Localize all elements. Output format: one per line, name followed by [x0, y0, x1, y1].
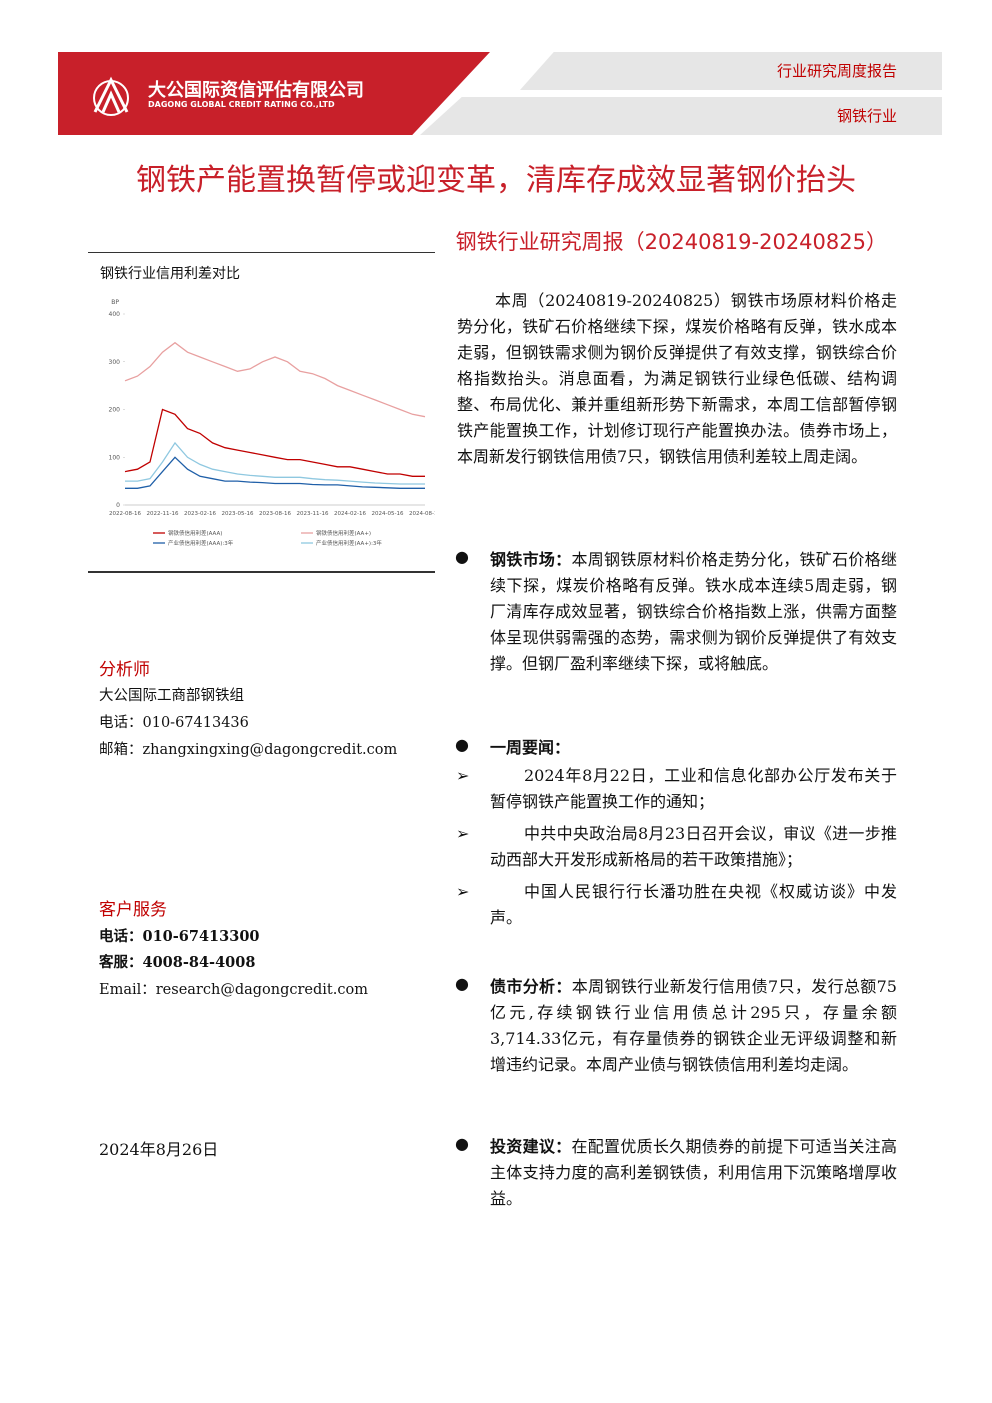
contact: 客服：4008-84-4008	[99, 954, 256, 971]
x-tick-label: 2024-02-16	[334, 511, 366, 517]
logo	[93, 76, 129, 116]
y-axis-label: BP	[111, 299, 119, 306]
bullet-text: 一周要闻： 2024年8月22日，工业和信息化部办公厅发布关于暂停钢铁产能置换工…	[456, 735, 897, 931]
y-tick-label: 200	[109, 407, 121, 414]
y-tick-label: 400	[109, 311, 121, 318]
news-item: 中国人民银行行长潘功胜在央视《权威访谈》中发声。	[456, 879, 897, 931]
bullet-text: 钢铁市场：本周钢铁原材料价格走势分化，铁矿石价格继续下探，煤炭价格略有反弹。铁水…	[490, 547, 897, 677]
news-item: 2024年8月22日，工业和信息化部办公厅发布关于暂停钢铁产能置换工作的通知；	[456, 763, 897, 815]
x-tick-label: 2023-05-16	[222, 511, 254, 517]
header-bar	[58, 52, 490, 135]
x-tick-label: 2023-08-16	[259, 511, 291, 517]
bullet-lead: 一周要闻：	[490, 738, 571, 757]
contact: 电话：010-67413436	[99, 715, 249, 731]
contact: Email：research@dagongcredit.com	[99, 982, 368, 998]
summary: 本周（20240819-20240825）钢铁市场原材料价格走势分化，铁矿石价格…	[457, 291, 897, 466]
industry: 钢铁行业	[420, 97, 942, 135]
company-name-en: DAGONG GLOBAL CREDIT RATING CO.,LTD	[148, 100, 335, 109]
series-line	[124, 408, 425, 477]
date: 2024年8月26日	[99, 1140, 219, 1159]
figure-caption: 钢铁行业信用利差对比	[100, 266, 240, 282]
bullet-text: 债市分析：本周钢铁行业新发行信用债7只，发行总额75亿元,存续钢铁行业信用债总计…	[490, 974, 897, 1078]
bullet-body: 在配置优质长久期债券的前提下可适当关注高主体支持力度的高利差钢铁债，利用信用下沉…	[490, 1137, 897, 1208]
title: 钢铁产能置换暂停或迎变革，清库存成效显著钢价抬头	[136, 163, 856, 198]
bullet-body: 本周钢铁行业新发行信用债7只，发行总额75亿元,存续钢铁行业信用债总计295只，…	[490, 977, 897, 1074]
x-tick-label: 2024-08-16	[409, 511, 435, 517]
contact: 大公国际工商部钢铁组	[99, 688, 244, 704]
subtitle: 钢铁行业研究周报（20240819-20240825）	[455, 230, 887, 254]
y-tick-label: 300	[109, 359, 121, 366]
bullet-lead: 钢铁市场：	[490, 550, 572, 569]
bullet: ●	[455, 1134, 469, 1153]
bullet-body: 本周钢铁原材料价格走势分化，铁矿石价格继续下探，煤炭价格略有反弹。铁水成本连续5…	[490, 550, 897, 673]
legend-label: 产业债信用利差(AA+):3年	[316, 539, 382, 547]
series-line	[124, 341, 426, 418]
bullet: ●	[455, 547, 469, 566]
legend-label: 钢铁债信用利差(AAA)	[168, 529, 222, 537]
bullet: ●	[455, 735, 469, 754]
section-heading: 分析师	[99, 660, 150, 680]
x-tick-label: 2024-05-16	[372, 511, 404, 517]
report-type: 行业研究周度报告	[520, 52, 942, 90]
legend-label: 产业债信用利差(AAA):3年	[168, 539, 234, 547]
x-tick-label: 2023-11-16	[297, 511, 329, 517]
contact: 电话：010-67413300	[99, 928, 260, 945]
series-line	[125, 456, 425, 489]
section-heading: 客户服务	[99, 900, 167, 920]
y-tick-label: 100	[109, 454, 121, 461]
news-item: 中共中央政治局8月23日召开会议，审议《进一步推动西部大开发形成新格局的若干政策…	[456, 821, 897, 873]
x-tick-label: 2022-08-16	[109, 511, 141, 517]
series-line	[125, 441, 425, 485]
y-tick-label: 0	[116, 502, 120, 509]
x-tick-label: 2023-02-16	[184, 511, 216, 517]
contact: 邮箱：zhangxingxing@dagongcredit.com	[99, 742, 398, 758]
company-name: 大公国际资信评估有限公司	[148, 80, 364, 101]
legend-label: 钢铁债信用利差(AA+)	[316, 529, 371, 537]
x-tick-label: 2022-11-16	[147, 511, 179, 517]
bullet-text: 投资建议：在配置优质长久期债券的前提下可适当关注高主体支持力度的高利差钢铁债，利…	[490, 1134, 897, 1212]
bullet-lead: 投资建议：	[490, 1137, 572, 1156]
figure-frame	[88, 252, 435, 573]
bullet: ●	[455, 974, 469, 993]
bullet-lead: 债市分析：	[490, 977, 572, 996]
chart: BP 0 100 200 300 400 2022-08-16 2022-11-16 2023-…	[109, 299, 435, 547]
